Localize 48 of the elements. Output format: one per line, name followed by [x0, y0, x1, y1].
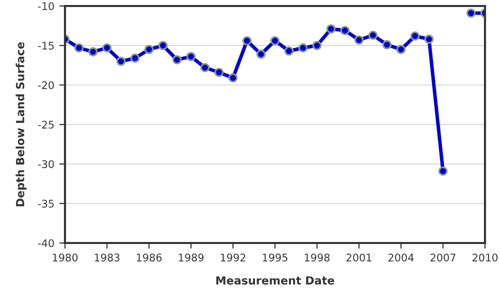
- point: [466, 8, 476, 18]
- y-axis-title: Depth Below Land Surface: [16, 42, 26, 206]
- point: [130, 53, 140, 63]
- x-axis-title: Measurement Date: [216, 276, 334, 285]
- x-tick-label: 2010: [472, 254, 498, 262]
- x-tick-label: 1986: [136, 254, 162, 262]
- x-tick-label: 1980: [52, 254, 78, 262]
- point: [242, 36, 252, 46]
- point: [382, 40, 392, 50]
- x-tick-label: 1998: [304, 254, 330, 262]
- y-tick-label: -20: [38, 81, 54, 90]
- point: [116, 56, 126, 66]
- point: [186, 52, 196, 62]
- point: [270, 36, 280, 46]
- point: [354, 35, 364, 45]
- point: [396, 44, 406, 54]
- point: [158, 40, 168, 50]
- point: [312, 40, 322, 50]
- point: [228, 73, 238, 83]
- x-tick-label: 1989: [178, 254, 204, 262]
- y-tick-label: -35: [38, 200, 54, 208]
- point: [172, 55, 182, 64]
- x-tick-label: 2004: [388, 254, 414, 262]
- x-tick-label: 1995: [262, 254, 288, 262]
- x-tick-label: 1983: [94, 254, 120, 262]
- point: [200, 62, 210, 72]
- point: [144, 44, 154, 54]
- x-tick-label: 2007: [430, 254, 456, 262]
- point: [438, 166, 448, 176]
- point: [410, 31, 420, 41]
- point: [424, 34, 434, 44]
- point: [368, 30, 378, 40]
- point: [284, 46, 294, 56]
- y-tick-label: -40: [38, 239, 54, 248]
- x-tick-label: 1992: [220, 254, 246, 262]
- point: [214, 68, 224, 78]
- point: [102, 43, 112, 53]
- point: [74, 43, 84, 53]
- y-tick-label: -30: [38, 160, 54, 168]
- y-tick-label: -25: [38, 120, 54, 129]
- x-tick-label: 2001: [346, 254, 372, 262]
- point: [326, 24, 336, 34]
- point: [256, 50, 266, 59]
- y-tick-label: -10: [38, 2, 54, 10]
- point: [88, 47, 98, 56]
- point: [340, 26, 350, 36]
- y-tick-label: -15: [38, 42, 54, 50]
- point: [298, 43, 308, 53]
